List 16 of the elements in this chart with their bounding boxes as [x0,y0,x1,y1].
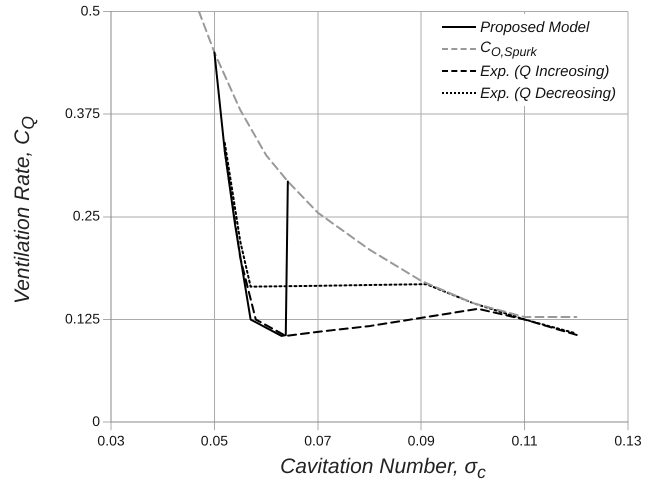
legend-label: Exp. (Q Increosing) [480,62,610,80]
y-tick-label: 0 [92,413,100,430]
y-tick-label: 0.125 [64,310,100,326]
y-tick-label: 0.5 [80,2,100,18]
legend-label: C$_{O,Spurk}$ [480,39,537,59]
x-tick-label: 0.03 [97,432,125,448]
legend-label: Proposed Model [480,18,590,36]
x-tick-label: 0.09 [408,432,436,448]
x-tick-label: 0.11 [511,432,538,448]
legend-label: Exp. (Q Decreosing) [480,84,616,102]
y-tick-label: 0.25 [72,208,100,224]
x-tick-label: 0.13 [614,432,642,448]
x-tick-label: 0.05 [200,432,228,448]
x-axis-title: Cavitation Number, σ$_{c}$ [279,455,487,484]
y-tick-label: 0.375 [64,104,100,121]
x-tick-label: 0.07 [304,432,332,448]
